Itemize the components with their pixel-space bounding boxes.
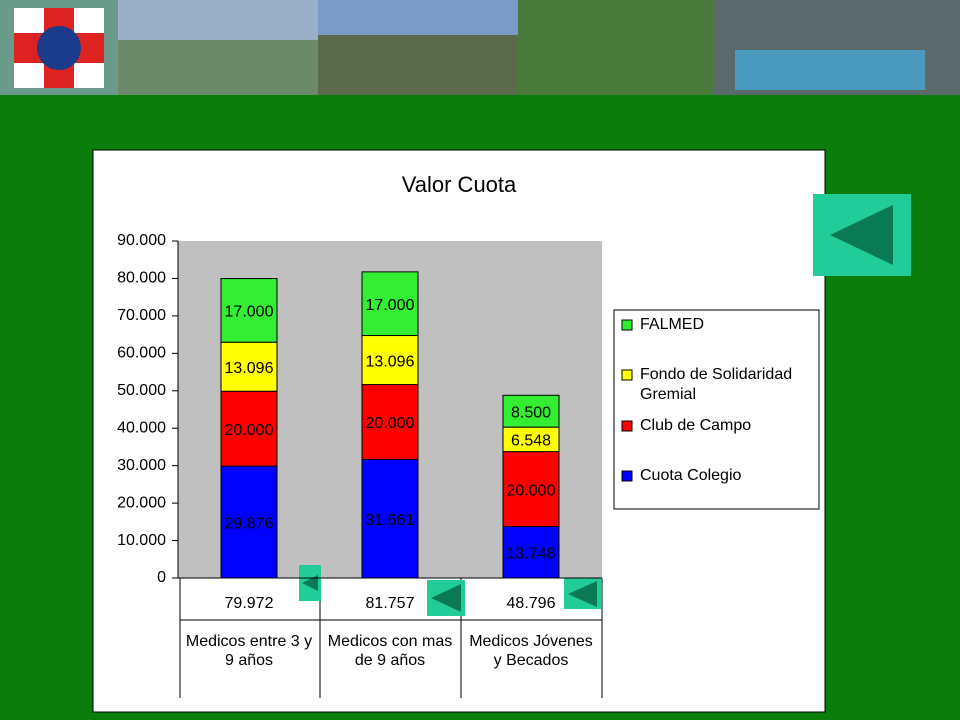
photo-sky [318,0,518,35]
legend-label: Fondo de Solidaridad Gremial [640,366,793,403]
bar-segment [502,394,560,428]
photo [518,0,713,95]
y-tick-label: 40.000 [117,419,166,436]
bars: 29.876 20.000 13.096 17.000 31.661 20.000 13.0… [220,271,560,579]
legend-swatch [621,420,633,432]
legend-swatch [621,470,633,482]
value-label: 20.000 [507,482,556,499]
y-tick-label: 20.000 [117,494,166,511]
bar-segment [361,458,419,579]
legend-label: FALMED [640,316,705,333]
y-tick-label: 0 [157,569,166,586]
value-label: 20.000 [225,422,274,439]
nav-button[interactable] [813,194,911,276]
total-label: 79.972 [225,595,274,612]
logo-circle [37,26,81,70]
legend [613,309,820,510]
y-tick-label: 10.000 [117,532,166,549]
value-label: 17.000 [225,304,274,321]
value-label: 20.000 [366,415,415,432]
chart-title: Valor Cuota [402,172,517,197]
y-tick-label: 80.000 [117,270,166,287]
bar-segment [220,341,278,392]
value-label: 13.096 [225,360,274,377]
bar-segment [502,526,560,579]
bar-segment [502,451,560,528]
nav-arrow [431,584,461,612]
y-tick-label: 50.000 [117,382,166,399]
nav-button[interactable] [564,578,601,609]
photo-pool [735,50,925,90]
bar-segment [220,278,278,343]
legend-label: Cuota Colegio [640,467,742,484]
photo-sky [118,0,318,40]
value-label: 29.876 [225,515,274,532]
nav-arrow [568,581,597,607]
legend-swatch [621,319,633,331]
value-label: 6.548 [511,433,551,450]
y-tick-label: 90.000 [117,232,166,249]
category-label: Medicos entre 3 y 9 años [185,633,313,669]
total-label: 81.757 [366,595,415,612]
value-label: 13.096 [366,353,415,370]
value-label: 31.661 [366,512,415,529]
bar-segment [361,335,419,386]
y-tick-label: 60.000 [117,345,166,362]
y-tick-label: 70.000 [117,307,166,324]
legend-label: Club de Campo [640,417,752,434]
nav-arrow [830,205,893,265]
bar-segment [361,271,419,337]
y-tick-label: 30.000 [117,457,166,474]
legend-swatch [621,369,633,381]
value-label: 13.748 [507,545,556,562]
category-label: Medicos Jóvenes y Becados [469,633,593,669]
category-label: Medicos con mas de 9 años [327,633,453,669]
nav-arrow [302,575,318,591]
value-label: 8.500 [511,404,551,421]
nav-button[interactable] [299,565,321,601]
value-label: 17.000 [366,297,415,314]
nav-button[interactable] [427,580,465,616]
total-label: 48.796 [507,595,556,612]
